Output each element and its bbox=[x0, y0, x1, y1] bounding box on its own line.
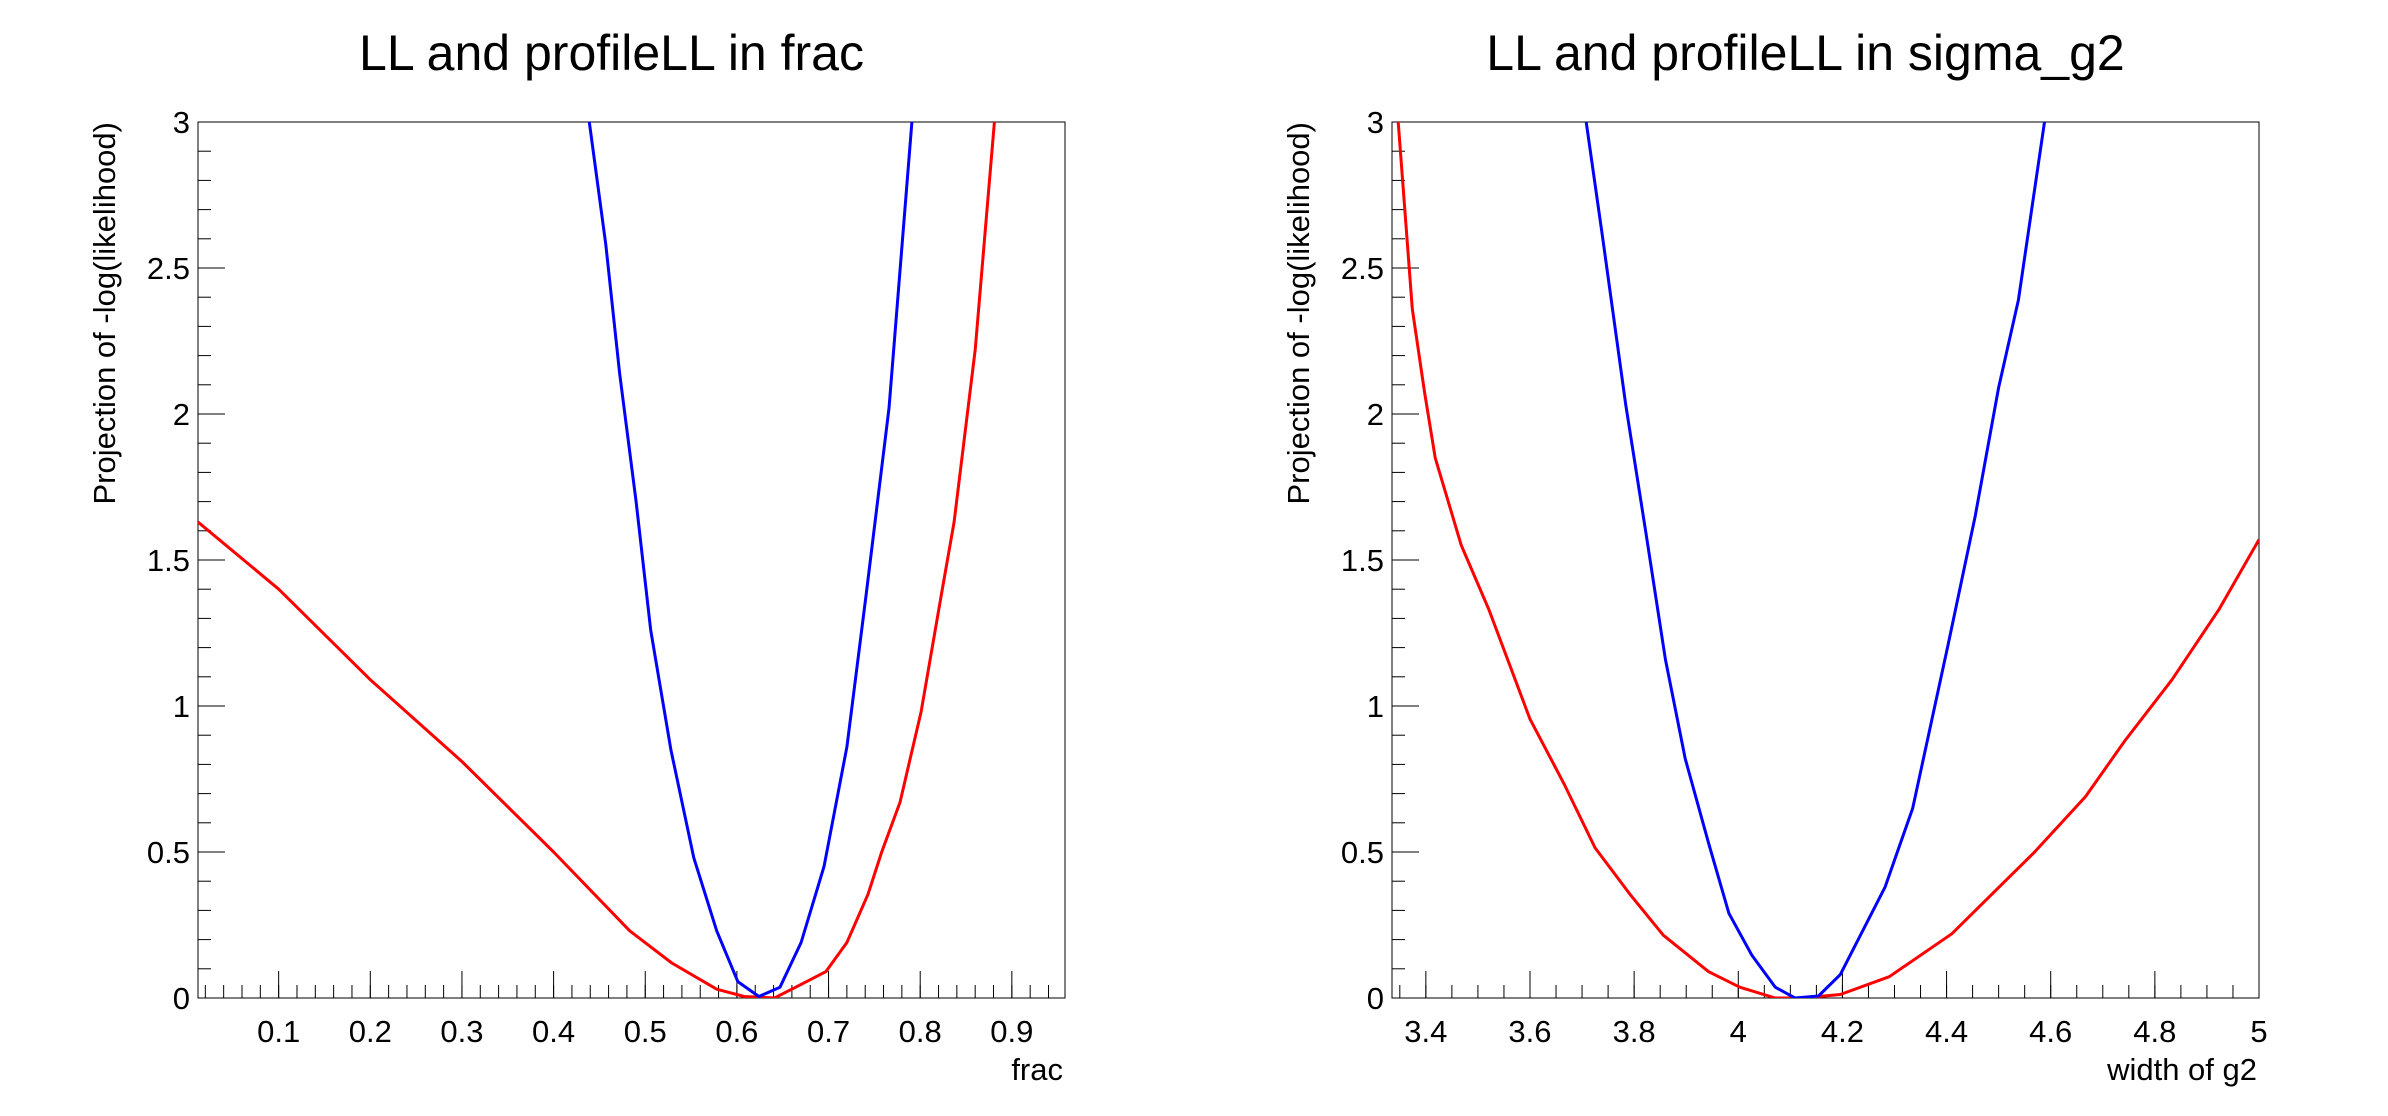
y-tick-label: 0.5 bbox=[147, 835, 190, 870]
x-axis-title: frac bbox=[1011, 1052, 1063, 1087]
x-tick-label: 0.5 bbox=[624, 1014, 667, 1049]
x-tick-label: 0.9 bbox=[990, 1014, 1033, 1049]
x-tick-label: 0.8 bbox=[899, 1014, 942, 1049]
x-tick-label: 0.3 bbox=[440, 1014, 483, 1049]
plot-panel-1: LL and profileLL in sigma_g2 0 0.5 1 1.5 2 2.5… bbox=[1281, 25, 2268, 1087]
y-tick-label: 1 bbox=[1367, 689, 1384, 724]
x-tick-label: 0.2 bbox=[349, 1014, 392, 1049]
x-tick-label: 0.4 bbox=[532, 1014, 575, 1049]
plot-frame bbox=[197, 121, 1066, 999]
y-tick-label: 2.5 bbox=[1341, 251, 1384, 286]
x-tick-label: 4.8 bbox=[2133, 1014, 2176, 1049]
x-tick-label: 0.6 bbox=[715, 1014, 758, 1049]
plot-frame bbox=[1391, 121, 2260, 999]
y-tick-label: 0.5 bbox=[1341, 835, 1384, 870]
series-line-red bbox=[1396, 122, 2259, 998]
y-axis-title: Projection of -log(likelihood) bbox=[1281, 122, 1316, 505]
series-line-blue bbox=[587, 122, 914, 998]
x-tick-label: 4.4 bbox=[1925, 1014, 1968, 1049]
x-tick-label: 3.4 bbox=[1404, 1014, 1447, 1049]
y-tick-label: 1.5 bbox=[147, 543, 190, 578]
series-line-blue bbox=[1584, 122, 2046, 998]
y-tick-label: 2 bbox=[173, 397, 190, 432]
y-tick-label: 1 bbox=[173, 689, 190, 724]
y-tick-label: 2.5 bbox=[147, 251, 190, 286]
y-tick-label: 0 bbox=[1367, 981, 1384, 1016]
x-tick-label: 3.6 bbox=[1508, 1014, 1551, 1049]
y-tick-label: 3 bbox=[173, 105, 190, 140]
y-axis-title: Projection of -log(likelihood) bbox=[87, 122, 122, 505]
chart-title: LL and profileLL in sigma_g2 bbox=[1486, 25, 2124, 81]
y-tick-label: 3 bbox=[1367, 105, 1384, 140]
plot-panel-0: LL and profileLL in frac 0 0.5 1 1.5 2 2.5 3 0.1… bbox=[87, 25, 1066, 1087]
x-tick-label: 0.1 bbox=[257, 1014, 300, 1049]
y-tick-label: 1.5 bbox=[1341, 543, 1384, 578]
x-axis-title: width of g2 bbox=[2106, 1052, 2257, 1087]
x-tick-label: 3.8 bbox=[1613, 1014, 1656, 1049]
x-tick-label: 4.6 bbox=[2029, 1014, 2072, 1049]
y-tick-label: 2 bbox=[1367, 397, 1384, 432]
y-tick-label: 0 bbox=[173, 981, 190, 1016]
x-tick-label: 4.2 bbox=[1821, 1014, 1864, 1049]
x-tick-label: 4 bbox=[1730, 1014, 1747, 1049]
x-tick-label: 5 bbox=[2250, 1014, 2267, 1049]
x-tick-label: 0.7 bbox=[807, 1014, 850, 1049]
chart-title: LL and profileLL in frac bbox=[359, 25, 864, 81]
series-line-red bbox=[198, 122, 996, 998]
